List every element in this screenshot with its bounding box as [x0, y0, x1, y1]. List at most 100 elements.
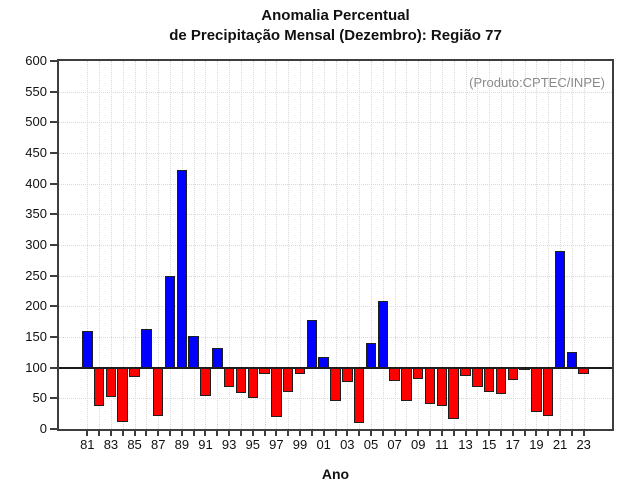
- y-tick-label: 300: [25, 237, 47, 252]
- v-gridline: [288, 61, 290, 429]
- bar-07: [389, 367, 400, 381]
- y-tick-label: 500: [25, 114, 47, 130]
- bar-10: [424, 367, 436, 405]
- y-tick-label: 150: [25, 329, 47, 344]
- x-tick-label: 19: [529, 437, 544, 452]
- bar-21: [554, 251, 566, 368]
- bar-19: [531, 367, 542, 413]
- v-gridline: [347, 61, 349, 429]
- x-axis-tick: [523, 431, 526, 436]
- bar-18: [519, 367, 530, 370]
- v-gridline: [110, 61, 112, 429]
- bar-15: [483, 367, 495, 392]
- v-gridline: [382, 61, 384, 429]
- x-axis-tick: [346, 431, 349, 436]
- x-axis-tick: [334, 431, 337, 436]
- x-axis-tick: [464, 431, 467, 436]
- x-tick-label: 99: [292, 437, 308, 452]
- y-axis-tick: [50, 182, 57, 185]
- x-axis-tick: [381, 431, 384, 436]
- v-gridline: [99, 61, 101, 429]
- x-tick-label: 11: [435, 437, 449, 452]
- x-tick-label: 05: [363, 437, 379, 452]
- v-gridline: [158, 61, 160, 429]
- x-axis-tick: [405, 431, 408, 436]
- source-annotation: (Produto:CPTEC/INPE): [469, 75, 605, 90]
- y-axis-tick: [50, 244, 57, 246]
- x-tick-label: 13: [458, 437, 473, 452]
- v-gridline: [430, 61, 432, 429]
- v-gridline: [500, 61, 502, 429]
- y-axis-tick: [50, 428, 57, 430]
- y-axis-tick: [50, 213, 57, 216]
- x-tick-label: 95: [245, 437, 260, 452]
- v-gridline: [193, 61, 195, 429]
- x-axis-tick: [145, 431, 148, 436]
- bar-93: [223, 367, 235, 388]
- bar-83: [105, 367, 117, 398]
- v-gridline: [229, 61, 231, 429]
- x-axis-tick: [499, 431, 502, 436]
- v-gridline: [394, 61, 396, 429]
- y-tick-label: 200: [25, 298, 47, 314]
- y-axis-tick: [50, 336, 57, 338]
- x-tick-label: 21: [552, 437, 568, 452]
- bar-05: [365, 342, 377, 368]
- x-axis-tick: [417, 431, 420, 436]
- x-tick-label: 87: [150, 437, 166, 452]
- x-tick-label: 81: [80, 437, 95, 452]
- bar-12: [448, 367, 459, 420]
- bar-03: [342, 367, 353, 382]
- x-axis-tick: [535, 431, 538, 436]
- x-axis-tick: [204, 431, 207, 436]
- x-tick-label: 07: [387, 437, 402, 452]
- x-axis-tick: [98, 431, 101, 436]
- x-tick-label: 09: [410, 437, 426, 452]
- x-axis-tick: [121, 431, 124, 436]
- x-axis-tick: [322, 431, 325, 436]
- y-axis-tick: [50, 305, 57, 308]
- y-axis-tick: [50, 366, 57, 369]
- v-gridline: [252, 61, 254, 429]
- x-axis-tick: [299, 431, 302, 436]
- x-axis-tick: [476, 431, 479, 436]
- v-gridline: [571, 61, 573, 429]
- x-axis-tick: [511, 431, 514, 436]
- bar-97: [271, 367, 282, 417]
- x-tick-label: 97: [269, 437, 284, 452]
- y-axis-tick: [50, 274, 57, 277]
- y-tick-label: 350: [25, 206, 47, 222]
- v-gridline: [583, 61, 585, 429]
- v-gridline: [264, 61, 266, 429]
- y-tick-label: 550: [25, 83, 47, 99]
- v-gridline: [359, 61, 361, 429]
- x-axis-tick: [559, 431, 562, 436]
- v-gridline: [87, 61, 89, 429]
- x-axis-tick: [275, 431, 278, 436]
- x-axis-tick: [369, 431, 372, 436]
- x-tick-label: 15: [481, 437, 497, 452]
- v-gridline: [240, 61, 242, 429]
- v-gridline: [370, 61, 372, 429]
- bar-11: [436, 367, 448, 407]
- bar-95: [247, 367, 259, 399]
- x-tick-label: 89: [174, 437, 190, 452]
- v-gridline: [170, 61, 172, 429]
- x-axis-tick: [192, 431, 195, 436]
- x-axis-tick: [263, 431, 266, 436]
- x-axis-tick: [251, 431, 254, 436]
- bar-08: [401, 367, 412, 401]
- x-axis-tick: [109, 431, 112, 436]
- x-tick-label: 03: [340, 437, 355, 452]
- bar-23: [578, 367, 589, 374]
- v-gridline: [418, 61, 420, 429]
- v-gridline: [134, 61, 136, 429]
- bar-20: [542, 367, 554, 417]
- x-tick-label: 85: [127, 437, 142, 452]
- bar-00: [306, 319, 318, 368]
- x-axis-tick: [310, 431, 313, 436]
- y-tick-label: 400: [25, 175, 47, 191]
- bar-90: [188, 335, 199, 368]
- bar-84: [117, 367, 128, 422]
